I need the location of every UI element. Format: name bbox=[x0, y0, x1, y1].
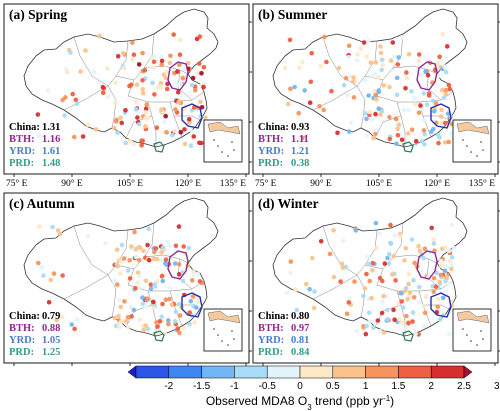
stat-label: China: bbox=[258, 122, 289, 133]
colorbar-tick-label: 1.5 bbox=[391, 381, 405, 392]
stat-label: PRD: bbox=[9, 158, 34, 169]
colorbar-segment bbox=[266, 365, 301, 379]
stat-value: 0.84 bbox=[291, 347, 310, 358]
lon-tick-label: 75° E bbox=[6, 178, 28, 189]
stat-label: BTH: bbox=[258, 323, 284, 334]
stat-value: 1.16 bbox=[42, 134, 60, 145]
colorbar-segment bbox=[201, 365, 235, 379]
map-panel: (a) Spring China: 1.31 BTH: 1.16 YRD: 1.61 PRD:… bbox=[3, 3, 277, 189]
colorbar-segment bbox=[398, 365, 432, 379]
stat-value: 1.21 bbox=[291, 146, 309, 157]
colorbar-segment bbox=[332, 365, 366, 379]
stat-label: YRD: bbox=[258, 335, 284, 346]
stat-label: China: bbox=[9, 311, 40, 322]
stat-value: 1.11 bbox=[291, 134, 309, 145]
stat-value: 0.80 bbox=[291, 311, 309, 322]
stat-value: 0.79 bbox=[42, 311, 60, 322]
map-panel: (c) Autumn China: 0.79 BTH: 0.88 YRD: 1.05 PRD:… bbox=[3, 192, 277, 366]
colorbar-tick-label: 1 bbox=[363, 381, 369, 392]
colorbar-tick-label: 2 bbox=[428, 381, 434, 392]
station-dots bbox=[35, 32, 208, 148]
colorbar-segment bbox=[430, 365, 465, 379]
colorbar-segment bbox=[135, 365, 170, 379]
stat-label: YRD: bbox=[9, 146, 35, 157]
colorbar-tick-label: -1.5 bbox=[193, 381, 211, 392]
stat-label: BTH: bbox=[9, 323, 35, 334]
panel-title: (c) Autumn bbox=[9, 196, 75, 211]
stat-label: China: bbox=[258, 311, 289, 322]
lon-tick-label: 105° E bbox=[117, 178, 143, 189]
panel-title: (d) Winter bbox=[258, 196, 319, 211]
stat-label: China: bbox=[9, 122, 40, 133]
stat-value: 0.93 bbox=[291, 122, 309, 133]
colorbar: -2 -1.5 -1 -0.5 0 0.5 1 1.5 2 2.5 3 bbox=[127, 365, 500, 392]
stat-value: 1.61 bbox=[42, 146, 60, 157]
panel-title: (b) Summer bbox=[258, 7, 327, 22]
colorbar-segment bbox=[168, 365, 202, 379]
colorbar-segment bbox=[127, 365, 137, 379]
station-dots bbox=[36, 224, 205, 336]
stat-value: 1.25 bbox=[42, 347, 60, 358]
stat-label: YRD: bbox=[258, 146, 284, 157]
stat-value: 1.05 bbox=[42, 335, 60, 346]
colorbar-segment bbox=[234, 365, 268, 379]
colorbar-tick-label: 3 bbox=[494, 381, 500, 392]
colorbar-segment bbox=[365, 365, 399, 379]
colorbar-segment bbox=[463, 365, 473, 379]
lon-tick-label: 90° E bbox=[310, 178, 332, 189]
south-china-sea-inset bbox=[452, 119, 492, 163]
colorbar-tick-label: 0.5 bbox=[326, 381, 340, 392]
colorbar-tick-label: -1 bbox=[230, 381, 239, 392]
stat-label: YRD: bbox=[9, 335, 35, 346]
colorbar-tick-label: 0 bbox=[297, 381, 303, 392]
lon-tick-label: 90° E bbox=[61, 178, 83, 189]
lon-tick-label: 120° E bbox=[175, 178, 201, 189]
colorbar-tick-label: 2.5 bbox=[457, 381, 471, 392]
stat-value: 1.48 bbox=[42, 158, 60, 169]
stat-value: 0.88 bbox=[42, 323, 60, 334]
panel-title: (a) Spring bbox=[9, 7, 67, 22]
colorbar-tick-label: -2 bbox=[164, 381, 173, 392]
map-panel: (d) Winter China: 0.80 BTH: 0.97 YRD: 0.81 PRD:… bbox=[252, 192, 500, 366]
stat-label: PRD: bbox=[258, 158, 283, 169]
lon-tick-label: 135° E bbox=[469, 178, 495, 189]
stat-value: 0.97 bbox=[291, 323, 309, 334]
colorbar-title: Observed MDA8 O3 trend (ppb yr-1) bbox=[206, 394, 394, 411]
station-dots bbox=[282, 32, 457, 147]
colorbar-tick-label: -0.5 bbox=[259, 381, 277, 392]
lon-tick-label: 75° E bbox=[255, 178, 277, 189]
stat-label: PRD: bbox=[9, 347, 34, 358]
south-china-sea-inset bbox=[203, 308, 243, 352]
stat-label: BTH: bbox=[9, 134, 35, 145]
stat-value: 1.31 bbox=[42, 122, 60, 133]
colorbar-segment bbox=[299, 365, 334, 379]
map-panel: (b) Summer China: 0.93 BTH: 1.11 YRD: 1.21 PRD:… bbox=[252, 3, 500, 189]
lon-tick-label: 105° E bbox=[366, 178, 392, 189]
stat-label: BTH: bbox=[258, 134, 284, 145]
lon-tick-label: 135° E bbox=[220, 178, 246, 189]
stat-value: 0.81 bbox=[291, 335, 309, 346]
lon-tick-label: 120° E bbox=[424, 178, 450, 189]
south-china-sea-inset bbox=[203, 119, 243, 163]
stat-value: 0.38 bbox=[291, 158, 309, 169]
stat-label: PRD: bbox=[258, 347, 283, 358]
south-china-sea-inset bbox=[452, 308, 492, 352]
